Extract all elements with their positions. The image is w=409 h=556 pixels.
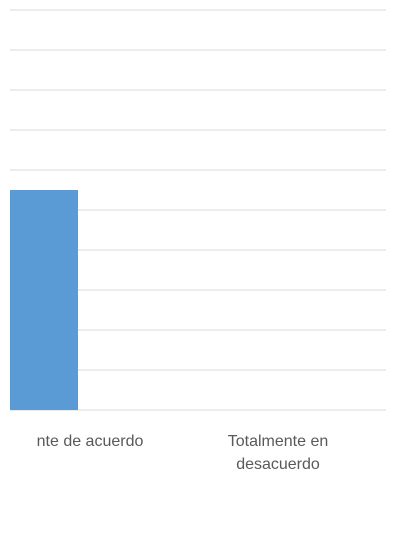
- category-label-totalmente-en-desacuerdo: Totalmente en desacuerdo: [227, 433, 329, 473]
- category-label-totalmente-de-acuerdo: nte de acuerdo: [36, 433, 144, 450]
- bar-0: [10, 190, 78, 410]
